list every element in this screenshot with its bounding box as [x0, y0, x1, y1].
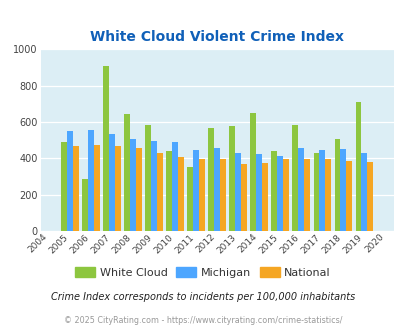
Bar	[214, 148, 220, 231]
Bar	[367, 162, 372, 231]
Bar	[103, 66, 109, 231]
Bar	[124, 114, 130, 231]
Bar	[235, 153, 241, 231]
Bar	[208, 127, 214, 231]
Bar	[303, 159, 309, 231]
Bar	[145, 125, 151, 231]
Bar	[130, 139, 136, 231]
Title: White Cloud Violent Crime Index: White Cloud Violent Crime Index	[90, 30, 343, 44]
Bar	[360, 153, 367, 231]
Bar	[136, 148, 142, 231]
Bar	[324, 159, 330, 231]
Bar	[82, 179, 88, 231]
Bar	[178, 157, 183, 231]
Bar	[220, 159, 226, 231]
Bar	[292, 125, 298, 231]
Text: Crime Index corresponds to incidents per 100,000 inhabitants: Crime Index corresponds to incidents per…	[51, 292, 354, 302]
Bar	[115, 146, 121, 231]
Bar	[157, 152, 162, 231]
Bar	[198, 159, 205, 231]
Bar	[67, 131, 73, 231]
Legend: White Cloud, Michigan, National: White Cloud, Michigan, National	[70, 263, 335, 282]
Bar	[345, 161, 351, 231]
Bar	[193, 150, 198, 231]
Bar	[319, 150, 324, 231]
Bar	[339, 149, 345, 231]
Bar	[109, 134, 115, 231]
Text: © 2025 CityRating.com - https://www.cityrating.com/crime-statistics/: © 2025 CityRating.com - https://www.city…	[64, 316, 341, 325]
Bar	[61, 142, 67, 231]
Bar	[94, 145, 100, 231]
Bar	[250, 114, 256, 231]
Bar	[241, 164, 247, 231]
Bar	[313, 153, 319, 231]
Bar	[298, 148, 303, 231]
Bar	[256, 154, 262, 231]
Bar	[88, 130, 94, 231]
Bar	[166, 151, 172, 231]
Bar	[355, 102, 360, 231]
Bar	[151, 141, 157, 231]
Bar	[187, 167, 193, 231]
Bar	[262, 163, 267, 231]
Bar	[334, 139, 339, 231]
Bar	[73, 146, 79, 231]
Bar	[277, 156, 283, 231]
Bar	[271, 151, 277, 231]
Bar	[172, 142, 178, 231]
Bar	[229, 126, 235, 231]
Bar	[283, 159, 288, 231]
